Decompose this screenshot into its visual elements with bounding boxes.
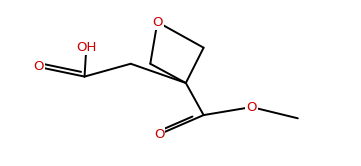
Text: O: O	[246, 101, 257, 114]
Text: OH: OH	[76, 41, 96, 54]
Text: O: O	[33, 60, 44, 74]
Text: O: O	[154, 128, 164, 141]
Text: O: O	[152, 16, 163, 29]
